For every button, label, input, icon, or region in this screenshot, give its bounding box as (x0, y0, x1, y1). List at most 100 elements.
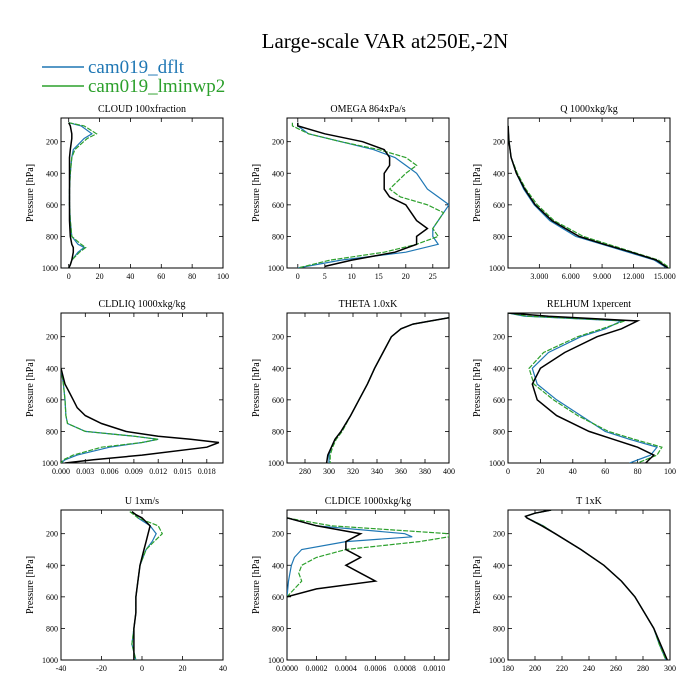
x-tick-label: 0 (67, 272, 71, 281)
panel-4: CLDLIQ 1000xkg/kg 0.000 0.003 0.006 0.009 0.0… (25, 299, 224, 476)
x-tick-label: 15.000 (654, 272, 676, 281)
series-line-obs (524, 510, 668, 660)
x-tick-label: 80 (634, 467, 642, 476)
x-tick-label: 180 (502, 664, 514, 673)
legend-label-model1: cam019_dflt (88, 57, 185, 78)
x-tick-label: 340 (371, 467, 383, 476)
x-tick-label: 80 (188, 272, 196, 281)
y-axis-label: Pressure [hPa] (251, 164, 262, 222)
x-tick-label: 0.0006 (364, 664, 386, 673)
panel-title: U 1xm/s (125, 496, 159, 507)
series-line-model1 (508, 313, 659, 463)
series-group (524, 510, 668, 660)
series-group (508, 313, 663, 463)
series-line-obs (131, 511, 151, 660)
x-tick-label: 12.000 (622, 272, 644, 281)
series-line-model2 (524, 510, 667, 660)
x-tick-label: 20 (179, 664, 187, 673)
y-tick-label: 800 (46, 427, 58, 436)
x-tick-label: 5 (323, 272, 327, 281)
y-axis-label: Pressure [hPa] (472, 164, 483, 222)
y-tick-label: 400 (272, 561, 284, 570)
series-line-model1 (328, 317, 449, 463)
panel-title: THETA 1.0xK (339, 299, 398, 310)
x-tick-label: 6.000 (562, 272, 580, 281)
panel-title: CLDICE 1000xkg/kg (325, 496, 411, 507)
x-tick-label: 0.0008 (394, 664, 416, 673)
y-tick-label: 1000 (268, 459, 284, 468)
y-tick-label: 400 (272, 364, 284, 373)
series-group (129, 511, 164, 660)
legend-label-model2: cam019_lminwp2 (88, 76, 225, 97)
panel-frame (60, 509, 224, 661)
x-tick-label: 200 (529, 664, 541, 673)
y-tick-label: 1000 (42, 656, 58, 665)
x-tick-label: 0.000 (52, 467, 70, 476)
x-tick-label: 60 (601, 467, 609, 476)
series-group (68, 122, 98, 268)
y-tick-label: 200 (46, 530, 58, 539)
x-tick-label: 0.018 (198, 467, 216, 476)
x-tick-label: 320 (347, 467, 359, 476)
x-tick-label: 0 (140, 664, 144, 673)
x-tick-label: 40 (126, 272, 134, 281)
panel-title: CLOUD 100xfraction (98, 104, 186, 115)
panel-9: T 1xK 180 200 220 240 260 280 300 200 400 600 800 10… (472, 496, 676, 673)
series-line-model2 (287, 517, 449, 598)
x-tick-label: -20 (96, 664, 107, 673)
y-tick-label: 200 (493, 138, 505, 147)
series-line-obs (287, 517, 378, 598)
panel-7: U 1xm/s -40 -20 0 20 40 200 400 600 800 1000 Pressu… (25, 496, 227, 673)
series-line-model1 (287, 517, 413, 597)
y-tick-label: 1000 (489, 459, 505, 468)
x-tick-label: 0 (506, 467, 510, 476)
x-tick-label: 400 (443, 467, 455, 476)
panel-frame (286, 312, 450, 464)
x-tick-label: 10 (348, 272, 356, 281)
panel-2: OMEGA 864xPa/s 0 5 10 15 20 25 200 400 600 800 1000… (251, 104, 450, 281)
y-tick-label: 600 (46, 593, 58, 602)
series-line-obs (325, 316, 449, 463)
y-tick-label: 1000 (489, 264, 505, 273)
x-tick-label: 220 (556, 664, 568, 673)
x-tick-label: 100 (217, 272, 229, 281)
x-tick-label: 300 (664, 664, 676, 673)
y-tick-label: 400 (46, 561, 58, 570)
y-axis-label: Pressure [hPa] (25, 359, 36, 417)
series-line-model1 (297, 122, 449, 268)
series-group (325, 316, 449, 463)
y-tick-label: 600 (272, 593, 284, 602)
panel-title: T 1xK (576, 496, 602, 507)
figure-title: Large-scale VAR at250E,-2N (262, 29, 509, 53)
x-tick-label: 0.009 (125, 467, 143, 476)
y-tick-label: 800 (46, 232, 58, 241)
legend: cam019_dflt cam019_lminwp2 (42, 57, 225, 97)
y-tick-label: 800 (493, 624, 505, 633)
x-tick-label: 0.0010 (423, 664, 445, 673)
series-line-obs (68, 122, 75, 268)
y-axis-label: Pressure [hPa] (251, 359, 262, 417)
y-tick-label: 200 (46, 138, 58, 147)
series-line-model2 (508, 125, 670, 268)
panel-1: CLOUD 100xfraction 0 20 40 60 80 100 200 400 600 8… (25, 104, 229, 281)
series-line-obs (61, 368, 220, 463)
x-tick-label: 40 (219, 664, 227, 673)
y-tick-label: 600 (46, 396, 58, 405)
y-tick-label: 800 (493, 232, 505, 241)
y-tick-label: 800 (272, 427, 284, 436)
x-tick-label: 360 (395, 467, 407, 476)
x-tick-label: 0.015 (174, 467, 192, 476)
y-tick-label: 400 (493, 561, 505, 570)
panel-frame (286, 117, 450, 269)
y-tick-label: 200 (46, 333, 58, 342)
x-tick-label: 0.0000 (276, 664, 298, 673)
series-group (291, 122, 449, 268)
x-tick-label: 260 (610, 664, 622, 673)
series-line-model1 (61, 368, 159, 463)
y-axis-label: Pressure [hPa] (472, 359, 483, 417)
panel-6: RELHUM 1xpercent 0 20 40 60 80 100 200 400 600 800… (472, 299, 676, 476)
series-line-model2 (508, 313, 663, 463)
y-tick-label: 400 (46, 169, 58, 178)
y-tick-label: 1000 (489, 656, 505, 665)
x-tick-label: -40 (56, 664, 67, 673)
